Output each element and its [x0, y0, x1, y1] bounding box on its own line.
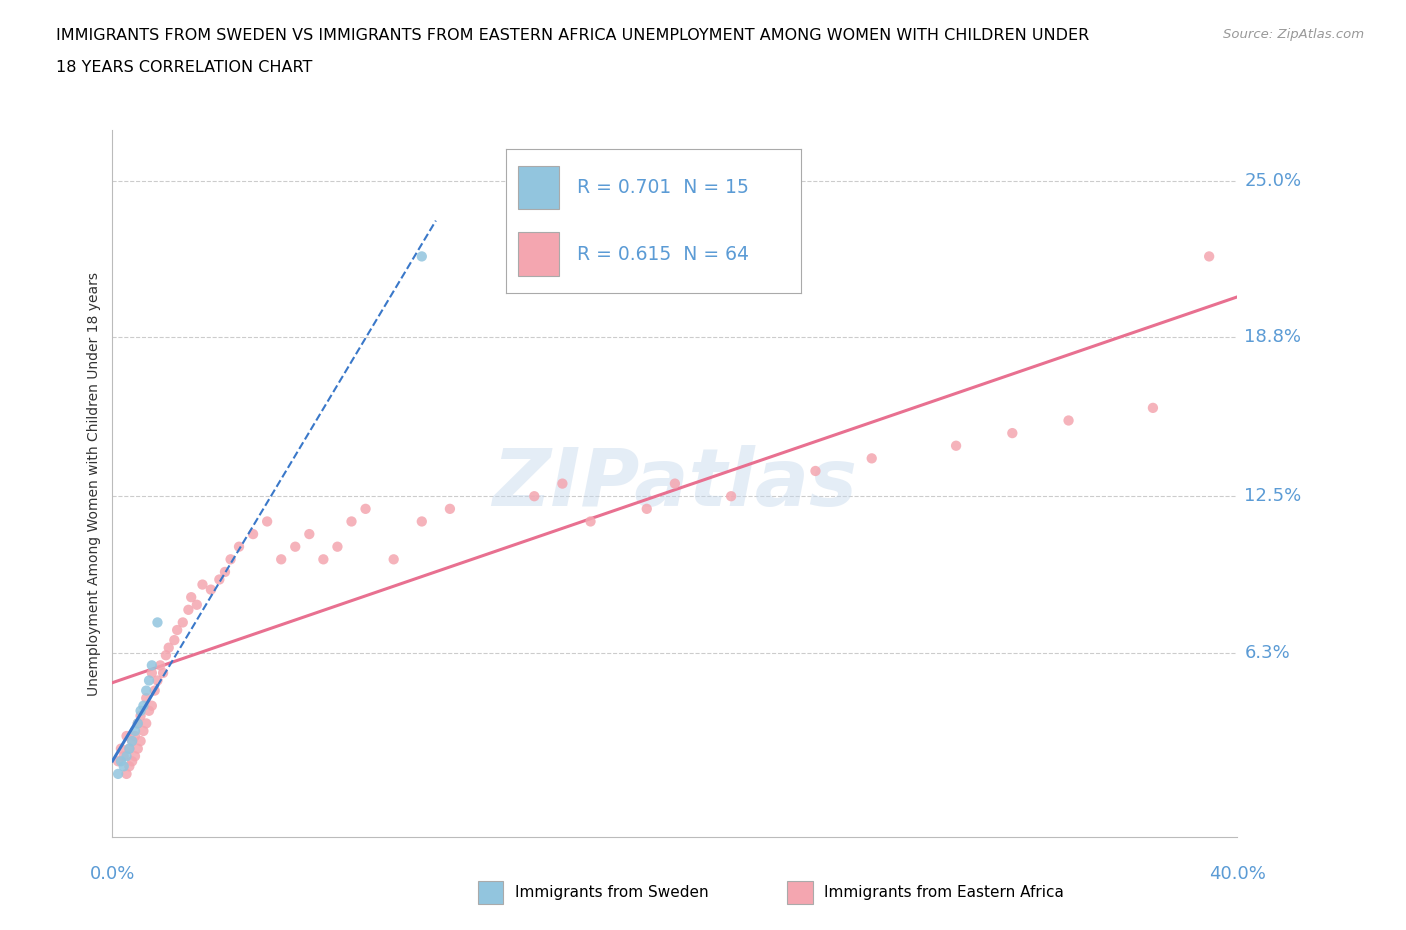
Point	[115, 728, 138, 743]
Point	[127, 716, 149, 731]
Point	[172, 615, 194, 630]
Point	[191, 578, 214, 592]
Point	[141, 666, 163, 681]
Point	[124, 724, 146, 738]
Point	[127, 716, 149, 731]
Point	[115, 749, 138, 764]
Bar	[517, 232, 560, 275]
Point	[523, 489, 546, 504]
Point	[110, 741, 132, 756]
Point	[382, 551, 405, 566]
Point	[1142, 401, 1164, 416]
Point	[112, 749, 135, 764]
Point	[312, 551, 335, 566]
Point	[270, 551, 292, 566]
Point	[180, 590, 202, 604]
Point	[129, 709, 152, 724]
Point	[141, 698, 163, 713]
Text: Immigrants from Eastern Africa: Immigrants from Eastern Africa	[824, 885, 1064, 900]
Point	[143, 684, 166, 698]
Point	[804, 463, 827, 478]
Point	[636, 501, 658, 516]
Point	[186, 597, 208, 612]
Point	[124, 728, 146, 743]
Point	[121, 754, 143, 769]
Point	[157, 640, 180, 655]
Point	[298, 526, 321, 541]
Point	[110, 754, 132, 769]
Text: 6.3%: 6.3%	[1244, 644, 1291, 662]
Point	[118, 759, 141, 774]
Text: 18.8%: 18.8%	[1244, 328, 1302, 346]
Point	[256, 514, 278, 529]
Point	[945, 438, 967, 453]
Point	[208, 572, 231, 587]
Bar	[517, 166, 560, 209]
Point	[118, 741, 141, 756]
Y-axis label: Unemployment Among Women with Children Under 18 years: Unemployment Among Women with Children U…	[87, 272, 101, 696]
Point	[579, 514, 602, 529]
Point	[326, 539, 349, 554]
Point	[228, 539, 250, 554]
Text: 25.0%: 25.0%	[1244, 172, 1302, 190]
Point	[135, 716, 157, 731]
Point	[141, 658, 163, 672]
Point	[127, 741, 149, 756]
Point	[340, 514, 363, 529]
Point	[115, 766, 138, 781]
Point	[121, 734, 143, 749]
Point	[1198, 249, 1220, 264]
Point	[354, 501, 377, 516]
Point	[411, 249, 433, 264]
Point	[135, 684, 157, 698]
Point	[177, 603, 200, 618]
Point	[135, 691, 157, 706]
Point	[664, 476, 686, 491]
Text: Immigrants from Sweden: Immigrants from Sweden	[515, 885, 709, 900]
Point	[720, 489, 742, 504]
Point	[129, 734, 152, 749]
Point	[107, 754, 129, 769]
Point	[1001, 426, 1024, 441]
Point	[149, 658, 172, 672]
Point	[214, 565, 236, 579]
Text: 40.0%: 40.0%	[1209, 865, 1265, 883]
Point	[155, 648, 177, 663]
Point	[112, 759, 135, 774]
Point	[132, 698, 155, 713]
Point	[118, 741, 141, 756]
Point	[163, 632, 186, 647]
Point	[129, 703, 152, 718]
Point	[152, 666, 174, 681]
Point	[138, 673, 160, 688]
Point	[166, 622, 188, 637]
Text: 12.5%: 12.5%	[1244, 487, 1302, 505]
Text: ZIPatlas: ZIPatlas	[492, 445, 858, 523]
Point	[138, 703, 160, 718]
Point	[242, 526, 264, 541]
Point	[146, 615, 169, 630]
Point	[132, 724, 155, 738]
Point	[200, 582, 222, 597]
Text: IMMIGRANTS FROM SWEDEN VS IMMIGRANTS FROM EASTERN AFRICA UNEMPLOYMENT AMONG WOME: IMMIGRANTS FROM SWEDEN VS IMMIGRANTS FRO…	[56, 28, 1090, 43]
Point	[219, 551, 242, 566]
Text: R = 0.615  N = 64: R = 0.615 N = 64	[576, 245, 749, 263]
Text: R = 0.701  N = 15: R = 0.701 N = 15	[576, 179, 749, 197]
Point	[860, 451, 883, 466]
Point	[124, 749, 146, 764]
Point	[551, 476, 574, 491]
Point	[146, 673, 169, 688]
Text: 18 YEARS CORRELATION CHART: 18 YEARS CORRELATION CHART	[56, 60, 312, 75]
Point	[107, 766, 129, 781]
Text: 0.0%: 0.0%	[90, 865, 135, 883]
Point	[411, 514, 433, 529]
Point	[1057, 413, 1080, 428]
Point	[121, 734, 143, 749]
Point	[284, 539, 307, 554]
Text: Source: ZipAtlas.com: Source: ZipAtlas.com	[1223, 28, 1364, 41]
Point	[439, 501, 461, 516]
